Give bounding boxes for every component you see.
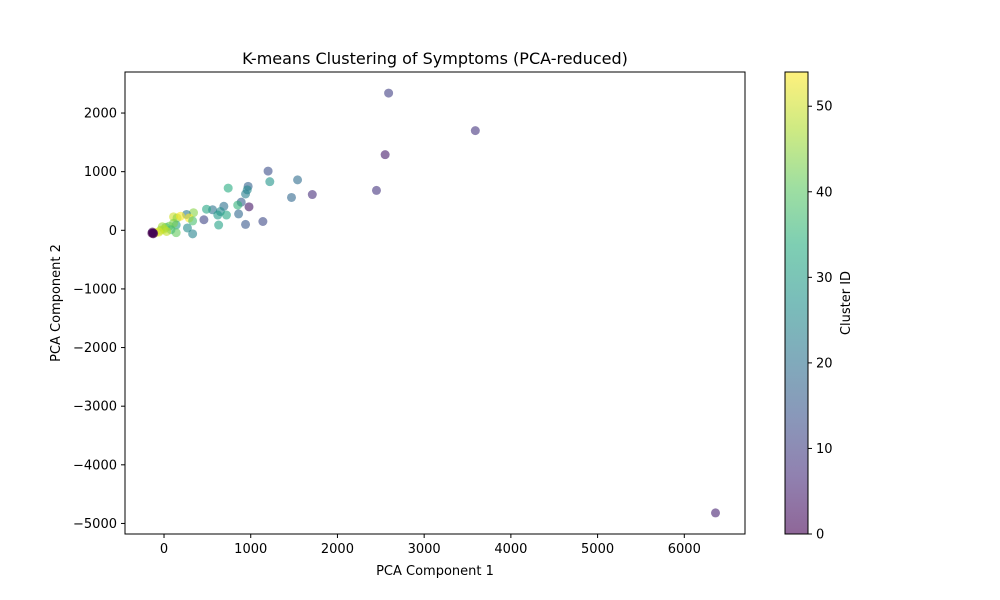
colorbar-tick-label: 20 [816, 356, 833, 371]
colorbar-tick-label: 50 [816, 100, 833, 115]
data-point [202, 204, 212, 214]
colorbar-frame [784, 71, 809, 535]
x-tick-label: 0 [160, 542, 168, 557]
plot-frame [124, 71, 746, 535]
chart-title: K-means Clustering of Symptoms (PCA-redu… [242, 49, 628, 68]
data-point [241, 219, 251, 229]
data-point [148, 229, 158, 239]
data-point [188, 229, 198, 239]
data-point [293, 175, 303, 185]
y-tick-label: −4000 [73, 458, 117, 473]
x-tick-label: 2000 [321, 542, 354, 557]
colorbar-tick-label: 30 [816, 271, 833, 286]
data-point [380, 150, 390, 160]
data-point [286, 192, 296, 202]
data-point [263, 166, 273, 176]
x-tick-label: 1000 [234, 542, 267, 557]
data-point [213, 210, 223, 220]
data-point [258, 217, 268, 227]
data-point [371, 185, 381, 195]
colorbar-tick-label: 40 [816, 185, 833, 200]
colorbar-tick-label: 10 [816, 442, 833, 457]
data-point [711, 508, 721, 518]
y-tick-label: 2000 [84, 107, 117, 122]
y-axis-title: PCA Component 2 [49, 244, 64, 362]
data-point [188, 216, 198, 226]
data-point [265, 177, 275, 187]
data-point [221, 210, 231, 220]
colorbar-tick-label: 0 [816, 528, 824, 543]
x-axis: 0 1000 2000 3000 4000 5000 6000 [160, 534, 701, 557]
data-point [162, 226, 172, 236]
data-point [241, 189, 251, 199]
data-point [233, 200, 243, 210]
y-tick-label: −2000 [73, 341, 117, 356]
colorbar [785, 72, 808, 534]
x-tick-label: 6000 [668, 542, 701, 557]
data-point [307, 190, 317, 200]
y-tick-label: −1000 [73, 282, 117, 297]
colorbar-title: Cluster ID [839, 271, 854, 335]
data-point [182, 223, 192, 233]
y-tick-label: −5000 [73, 517, 117, 532]
y-tick-label: −3000 [73, 400, 117, 415]
colorbar-axis: 0 10 20 30 40 50 [808, 100, 833, 543]
plot-area [147, 88, 721, 518]
data-point [199, 215, 209, 225]
x-axis-title: PCA Component 1 [376, 564, 494, 579]
x-tick-label: 3000 [408, 542, 441, 557]
data-point [214, 220, 224, 230]
data-point [175, 211, 185, 221]
x-tick-label: 5000 [581, 542, 614, 557]
data-point [234, 209, 244, 219]
data-point [470, 126, 480, 136]
x-tick-label: 4000 [494, 542, 527, 557]
y-tick-label: 1000 [84, 165, 117, 180]
data-point [223, 183, 233, 193]
data-point [384, 88, 394, 98]
y-axis: −5000 −4000 −3000 −2000 −1000 0 1000 2000 [73, 107, 125, 532]
y-tick-label: 0 [109, 224, 117, 239]
data-point [244, 202, 254, 212]
